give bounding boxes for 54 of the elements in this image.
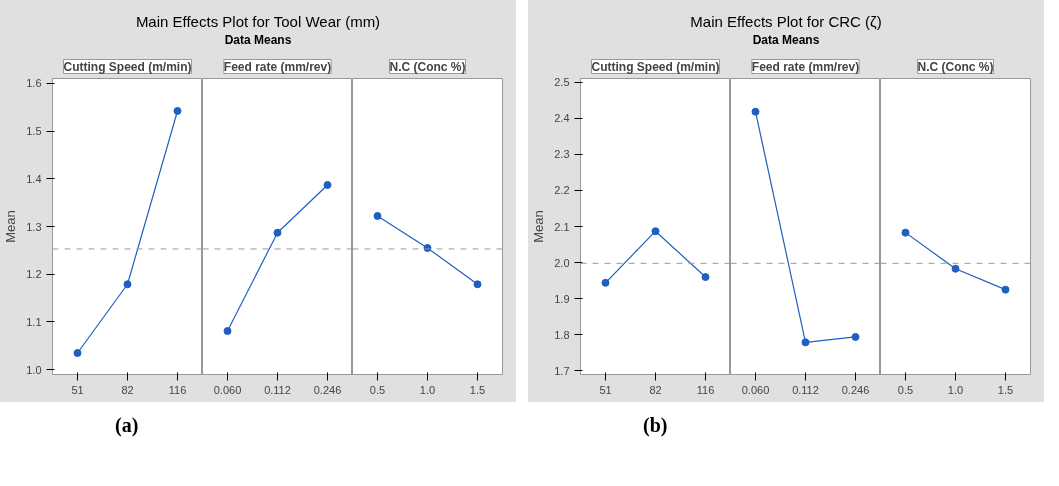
y-tick-label: 2.3 [554, 148, 570, 161]
y-tick-label: 2.5 [554, 76, 570, 89]
point [173, 106, 182, 115]
x-tick-label: 82 [649, 383, 662, 396]
y-tick-label: 1.1 [26, 315, 42, 328]
x-tick-label: 82 [121, 383, 134, 396]
y-tick-label: 1.8 [554, 328, 570, 341]
y-tick-label: 1.6 [26, 77, 42, 90]
y-tick-label: 2.4 [554, 112, 570, 125]
y-axis-title: Mean [531, 210, 547, 243]
chart-title: Main Effects Plot for Tool Wear (mm) [134, 12, 382, 32]
text: (a) [114, 413, 139, 439]
y-tick-label: 2.0 [554, 256, 570, 269]
x-tick-label: 51 [71, 383, 84, 396]
point [651, 227, 660, 236]
chart-subtitle: Data Means [223, 32, 293, 50]
point [601, 278, 610, 287]
x-tick-label: 1.0 [947, 383, 964, 396]
x-tick-label: 0.246 [313, 383, 342, 396]
y-tick-label: 1.9 [554, 292, 570, 305]
y-axis-title: Mean [3, 210, 19, 243]
y-tick-label: 1.4 [26, 172, 42, 185]
y-tick-label: 1.3 [26, 220, 42, 233]
chart-subtitle: Data Means [751, 32, 821, 50]
y-tick-label: 1.0 [26, 363, 42, 376]
x-tick-label: 1.5 [469, 383, 486, 396]
y-tick-label: 2.1 [554, 220, 570, 233]
x-axis-title: Feed rate (mm/rev) [751, 59, 860, 74]
point [701, 273, 710, 282]
x-tick-label: 0.060 [741, 383, 770, 396]
x-tick-label: 0.060 [213, 383, 242, 396]
x-axis-title: Cutting Speed (m/min) [63, 59, 192, 74]
y-tick-label: 1.7 [554, 364, 570, 377]
x-tick-label: 1.0 [419, 383, 436, 396]
x-tick-label: 0.5 [897, 383, 914, 396]
x-axis-title: Cutting Speed (m/min) [591, 59, 720, 74]
x-tick-label: 51 [599, 383, 612, 396]
x-tick-label: 0.5 [369, 383, 386, 396]
y-tick-label: 2.2 [554, 184, 570, 197]
x-tick-label: 0.246 [841, 383, 870, 396]
y-tick-label: 1.2 [26, 268, 42, 281]
x-axis-title: Feed rate (mm/rev) [223, 59, 332, 74]
x-tick-label: 116 [696, 383, 715, 396]
x-tick-label: 0.112 [792, 383, 819, 396]
x-tick-label: 0.112 [264, 383, 291, 396]
x-tick-label: 1.5 [997, 383, 1014, 396]
y-tick-label: 1.5 [26, 125, 42, 138]
x-axis-title: N.C (Conc %) [389, 59, 466, 74]
chart-title: Main Effects Plot for CRC (ζ) [689, 12, 883, 32]
text: (b) [642, 413, 668, 439]
point [73, 349, 82, 358]
point [123, 280, 132, 289]
x-tick-label: 116 [168, 383, 187, 396]
x-axis-title: N.C (Conc %) [917, 59, 994, 74]
